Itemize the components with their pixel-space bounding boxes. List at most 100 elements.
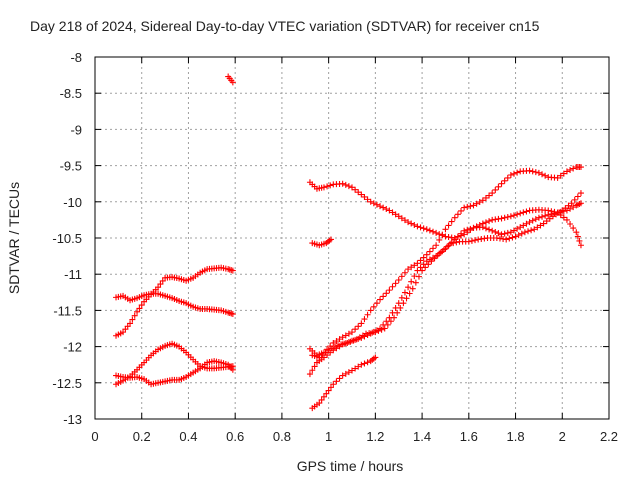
data-point xyxy=(543,218,550,225)
data-point xyxy=(431,255,438,262)
data-point xyxy=(401,289,408,296)
data-point xyxy=(526,219,533,226)
y-tick-label: -10.5 xyxy=(52,231,82,246)
data-point xyxy=(419,267,426,274)
data-point xyxy=(523,208,530,215)
data-point xyxy=(386,207,393,214)
data-point xyxy=(563,168,570,175)
data-point xyxy=(401,217,408,224)
x-tick-label: 1.8 xyxy=(507,429,525,444)
x-tick-label: 0.8 xyxy=(273,429,291,444)
series-s5 xyxy=(225,73,236,86)
data-point xyxy=(489,227,496,234)
data-point xyxy=(157,281,164,288)
data-point xyxy=(467,225,474,232)
data-point xyxy=(400,300,407,307)
data-point xyxy=(377,296,384,303)
data-point xyxy=(532,169,539,176)
data-point xyxy=(554,174,561,181)
data-point xyxy=(577,164,584,171)
data-point xyxy=(479,224,486,231)
data-point xyxy=(529,168,536,175)
data-point xyxy=(325,347,332,354)
data-point xyxy=(345,369,352,376)
data-point xyxy=(568,200,575,207)
data-point xyxy=(546,215,553,222)
data-point xyxy=(395,213,402,220)
data-point xyxy=(328,345,335,352)
x-axis-label: GPS time / hours xyxy=(297,458,404,474)
data-point xyxy=(549,213,556,220)
data-point xyxy=(422,264,429,271)
data-point xyxy=(378,326,385,333)
data-point xyxy=(361,193,368,200)
data-point xyxy=(464,226,471,233)
data-point xyxy=(358,361,365,368)
data-point xyxy=(417,224,424,231)
data-point xyxy=(545,211,552,218)
data-point xyxy=(319,352,326,359)
data-point xyxy=(229,79,236,86)
data-point xyxy=(528,227,535,234)
y-tick-label: -9.5 xyxy=(60,159,82,174)
data-point xyxy=(331,343,338,350)
x-tick-label: 2.2 xyxy=(600,429,618,444)
data-point xyxy=(518,230,525,237)
data-point xyxy=(323,390,330,397)
data-point xyxy=(339,372,346,379)
data-point xyxy=(539,171,546,178)
data-point xyxy=(415,273,422,280)
data-point xyxy=(155,284,162,291)
data-point xyxy=(342,181,349,188)
data-point xyxy=(373,201,380,208)
data-point xyxy=(570,225,577,232)
data-point xyxy=(570,204,577,211)
data-point xyxy=(342,332,349,339)
data-point xyxy=(442,226,449,233)
data-point xyxy=(414,223,421,230)
data-point xyxy=(364,196,371,203)
y-tick-label: -8.5 xyxy=(60,86,82,101)
data-point xyxy=(482,225,489,232)
series-s7 xyxy=(309,236,334,249)
data-point xyxy=(470,202,477,209)
data-point xyxy=(498,215,505,222)
series-s11 xyxy=(309,354,379,412)
data-point xyxy=(458,207,465,214)
y-axis-label: SDTVAR / TECUs xyxy=(6,182,22,294)
data-point xyxy=(468,237,475,244)
data-point xyxy=(420,225,427,232)
data-point xyxy=(364,359,371,366)
data-point xyxy=(509,234,516,241)
data-point xyxy=(447,240,454,247)
data-point xyxy=(526,167,533,174)
data-point xyxy=(429,228,436,235)
y-tick-label: -12.5 xyxy=(52,376,82,391)
data-point xyxy=(397,304,404,311)
data-point xyxy=(229,311,236,318)
data-point xyxy=(309,367,316,374)
y-tick-label: -12 xyxy=(63,340,82,355)
data-point xyxy=(391,314,398,321)
data-point xyxy=(333,338,340,345)
data-point xyxy=(515,232,522,239)
data-point xyxy=(336,336,343,343)
series-s4 xyxy=(113,358,236,388)
data-point xyxy=(401,269,408,276)
data-point xyxy=(577,190,584,197)
data-point xyxy=(567,221,574,228)
data-point xyxy=(507,229,514,236)
data-point xyxy=(356,334,363,341)
data-point xyxy=(394,309,401,316)
data-point xyxy=(504,174,511,181)
data-point xyxy=(465,238,472,245)
data-point xyxy=(352,186,359,193)
data-point xyxy=(464,203,471,210)
data-point xyxy=(134,308,141,315)
y-tick-label: -11.5 xyxy=(53,303,82,318)
plot-frame xyxy=(94,56,610,420)
data-point xyxy=(559,207,566,214)
data-point xyxy=(359,332,366,339)
data-point xyxy=(339,180,346,187)
